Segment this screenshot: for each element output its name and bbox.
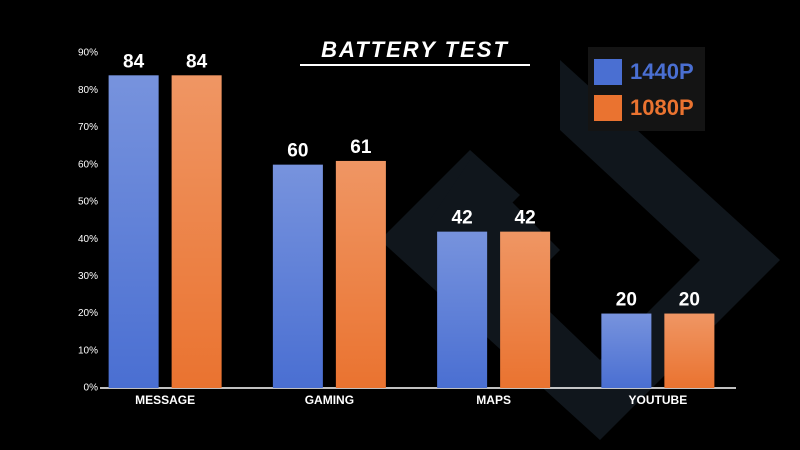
bar-shine [500,231,551,388]
y-tick-label: 40% [78,234,98,245]
y-tick-label: 0% [84,383,99,394]
value-label: 20 [616,290,637,311]
bar-shine [335,160,386,388]
y-tick-label: 50% [78,197,98,208]
y-tick-label: 70% [78,122,98,133]
y-tick-label: 20% [78,308,98,319]
x-tick-label: YOUTUBE [629,393,688,407]
value-label: 20 [679,290,700,311]
legend-swatch [594,95,622,121]
value-label: 42 [515,208,536,229]
y-tick-label: 10% [78,345,98,356]
x-tick-label: GAMING [305,393,354,407]
y-tick-label: 80% [78,85,98,96]
legend-label: 1080P [630,95,694,120]
bar-shine [601,313,652,388]
chart-title: BATTERY TEST [321,37,509,62]
bar-shine [664,313,715,388]
bar-shine [272,164,323,388]
legend-label: 1440P [630,59,694,84]
bar-shine [171,75,222,388]
y-tick-label: 90% [78,48,98,59]
value-label: 60 [287,141,308,162]
bar-shine [437,231,488,388]
bar-shine [108,75,159,388]
legend-swatch [594,59,622,85]
value-label: 42 [452,208,473,229]
x-tick-label: MAPS [476,393,511,407]
value-label: 84 [186,51,208,72]
y-tick-label: 30% [78,271,98,282]
value-label: 61 [350,137,372,158]
x-tick-label: MESSAGE [135,393,195,407]
y-tick-label: 60% [78,159,98,170]
value-label: 84 [123,51,145,72]
